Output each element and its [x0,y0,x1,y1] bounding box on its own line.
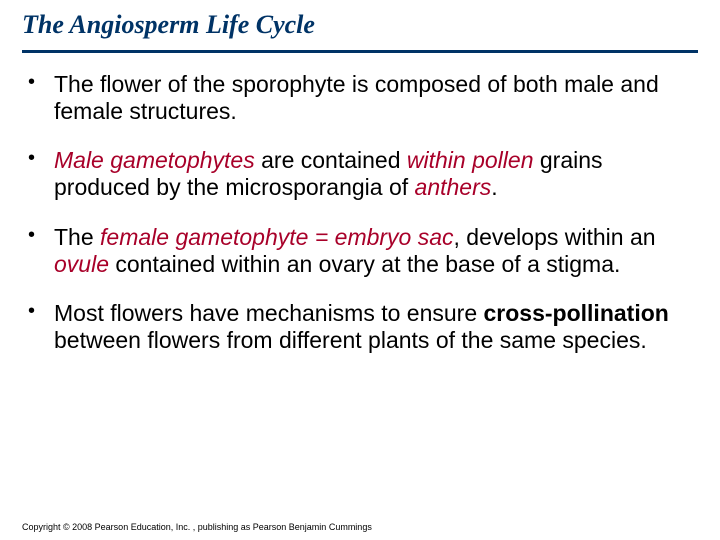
emphasis-text: anthers [415,174,492,200]
bullet-item: The female gametophyte = embryo sac, dev… [26,224,698,278]
bullet-list: The flower of the sporophyte is composed… [22,71,698,354]
emphasis-text: within pollen [407,147,540,173]
bold-text: cross-pollination [484,300,669,326]
slide: The Angiosperm Life Cycle The flower of … [0,0,720,540]
bullet-item: The flower of the sporophyte is composed… [26,71,698,125]
emphasis-text: female gametophyte = embryo sac [100,224,454,250]
emphasis-text: ovule [54,251,109,277]
bullet-item: Male gametophytes are contained within p… [26,147,698,201]
body-text: , develops within an [454,224,656,250]
body-text: between flowers from different plants of… [54,327,647,353]
emphasis-text: Male gametophytes [54,147,261,173]
body-text: The flower of the sporophyte is composed… [54,71,659,124]
copyright-footer: Copyright © 2008 Pearson Education, Inc.… [22,522,372,532]
body-text: . [491,174,497,200]
bullet-item: Most flowers have mechanisms to ensure c… [26,300,698,354]
body-text: contained within an ovary at the base of… [109,251,620,277]
title-rule [22,50,698,53]
body-text: are contained [261,147,407,173]
body-text: The [54,224,100,250]
body-text: Most flowers have mechanisms to ensure [54,300,484,326]
slide-title: The Angiosperm Life Cycle [22,10,698,40]
